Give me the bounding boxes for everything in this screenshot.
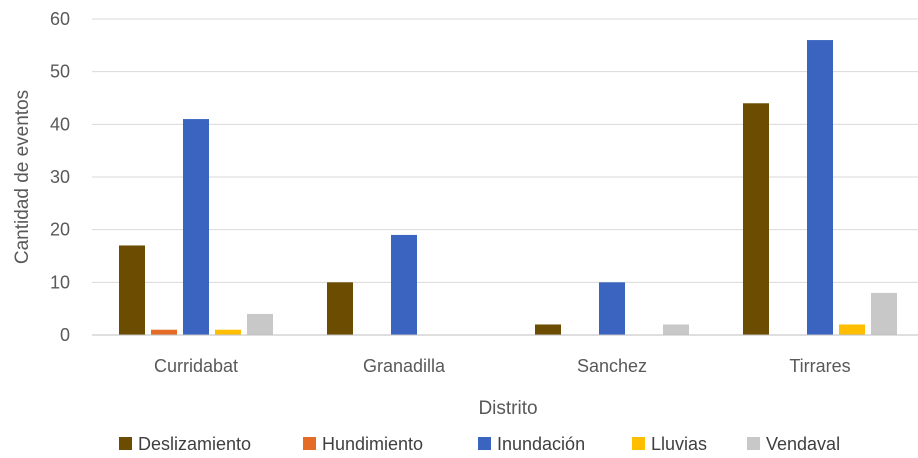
- y-axis-title: Cantidad de eventos: [12, 90, 33, 264]
- legend-item-deslizamiento: Deslizamiento: [119, 434, 251, 454]
- x-axis-ticks: Curridabat Granadilla Sanchez Tirrares: [154, 356, 851, 376]
- x-tick-label-granadilla: Granadilla: [363, 356, 446, 376]
- bar-lluvias-curridabat: [215, 329, 241, 335]
- y-tick-label-40: 40: [50, 114, 70, 134]
- y-axis-ticks: 0 10 20 30 40 50 60: [50, 9, 70, 345]
- y-tick-label-10: 10: [50, 272, 70, 292]
- bar-hundimiento-curridabat: [151, 329, 177, 335]
- y-tick-label-0: 0: [60, 325, 70, 345]
- bar-inundación-curridabat: [183, 119, 209, 335]
- legend-swatch-lluvias: [632, 437, 645, 450]
- legend-label-deslizamiento: Deslizamiento: [138, 434, 251, 454]
- legend: Deslizamiento Hundimiento Inundación Lluvia…: [119, 434, 840, 454]
- x-tick-label-curridabat: Curridabat: [154, 356, 238, 376]
- legend-swatch-deslizamiento: [119, 437, 132, 450]
- bar-inundación-granadilla: [391, 234, 417, 335]
- legend-item-hundimiento: Hundimiento: [303, 434, 423, 454]
- legend-label-inundación: Inundación: [497, 434, 585, 454]
- bar-lluvias-tirrares: [839, 324, 865, 335]
- legend-swatch-vendaval: [747, 437, 760, 450]
- y-tick-label-60: 60: [50, 9, 70, 29]
- legend-swatch-hundimiento: [303, 437, 316, 450]
- y-tick-label-30: 30: [50, 167, 70, 187]
- bar-vendaval-sanchez: [663, 324, 689, 335]
- grid-lines: [92, 18, 918, 283]
- y-tick-label-50: 50: [50, 62, 70, 82]
- bars: [119, 40, 897, 336]
- bar-inundación-sanchez: [599, 282, 625, 335]
- bar-deslizamiento-tirrares: [743, 103, 769, 336]
- y-tick-label-20: 20: [50, 220, 70, 240]
- legend-item-inundación: Inundación: [478, 434, 585, 454]
- bar-deslizamiento-granadilla: [327, 282, 353, 335]
- bar-deslizamiento-sanchez: [535, 324, 561, 335]
- legend-label-hundimiento: Hundimiento: [322, 434, 423, 454]
- bar-inundación-tirrares: [807, 40, 833, 336]
- x-tick-label-sanchez: Sanchez: [577, 356, 647, 376]
- legend-item-lluvias: Lluvias: [632, 434, 707, 454]
- bar-deslizamiento-curridabat: [119, 245, 145, 335]
- bar-vendaval-tirrares: [871, 292, 897, 335]
- legend-label-vendaval: Vendaval: [766, 434, 840, 454]
- legend-item-vendaval: Vendaval: [747, 434, 840, 454]
- bar-vendaval-curridabat: [247, 313, 273, 335]
- x-tick-label-tirrares: Tirrares: [789, 356, 850, 376]
- legend-label-lluvias: Lluvias: [651, 434, 707, 454]
- x-axis-title: Distrito: [478, 398, 537, 419]
- legend-swatch-inundación: [478, 437, 491, 450]
